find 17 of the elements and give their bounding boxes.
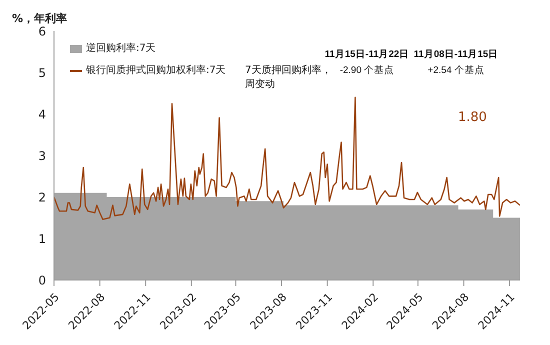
y-tick-label: 4	[38, 107, 46, 122]
annotation: 11月08日-11月15日	[413, 48, 499, 62]
annotation: 1.80	[458, 110, 487, 125]
y-tick-label: 2	[38, 190, 46, 204]
annotation: 7天质押回购利率，周变动	[245, 64, 332, 92]
annotation: 11月15日-11月22日	[324, 48, 410, 62]
y-tick-label: 1	[38, 232, 46, 246]
y-tick-label: 6	[38, 24, 46, 38]
legend-label: 银行间质押式回购加权利率:7天	[86, 64, 226, 78]
annotation: -2.90 个基点	[340, 65, 394, 76]
annotation: +2.54 个基点	[426, 64, 486, 78]
y-tick-label: 3	[38, 148, 46, 163]
y-tick-label: 0	[38, 273, 46, 288]
legend-label: 逆回购利率:7天	[86, 42, 156, 56]
text: %，年利率	[12, 12, 68, 26]
line-series	[54, 96, 520, 220]
y-tick-label: 5	[38, 66, 46, 80]
